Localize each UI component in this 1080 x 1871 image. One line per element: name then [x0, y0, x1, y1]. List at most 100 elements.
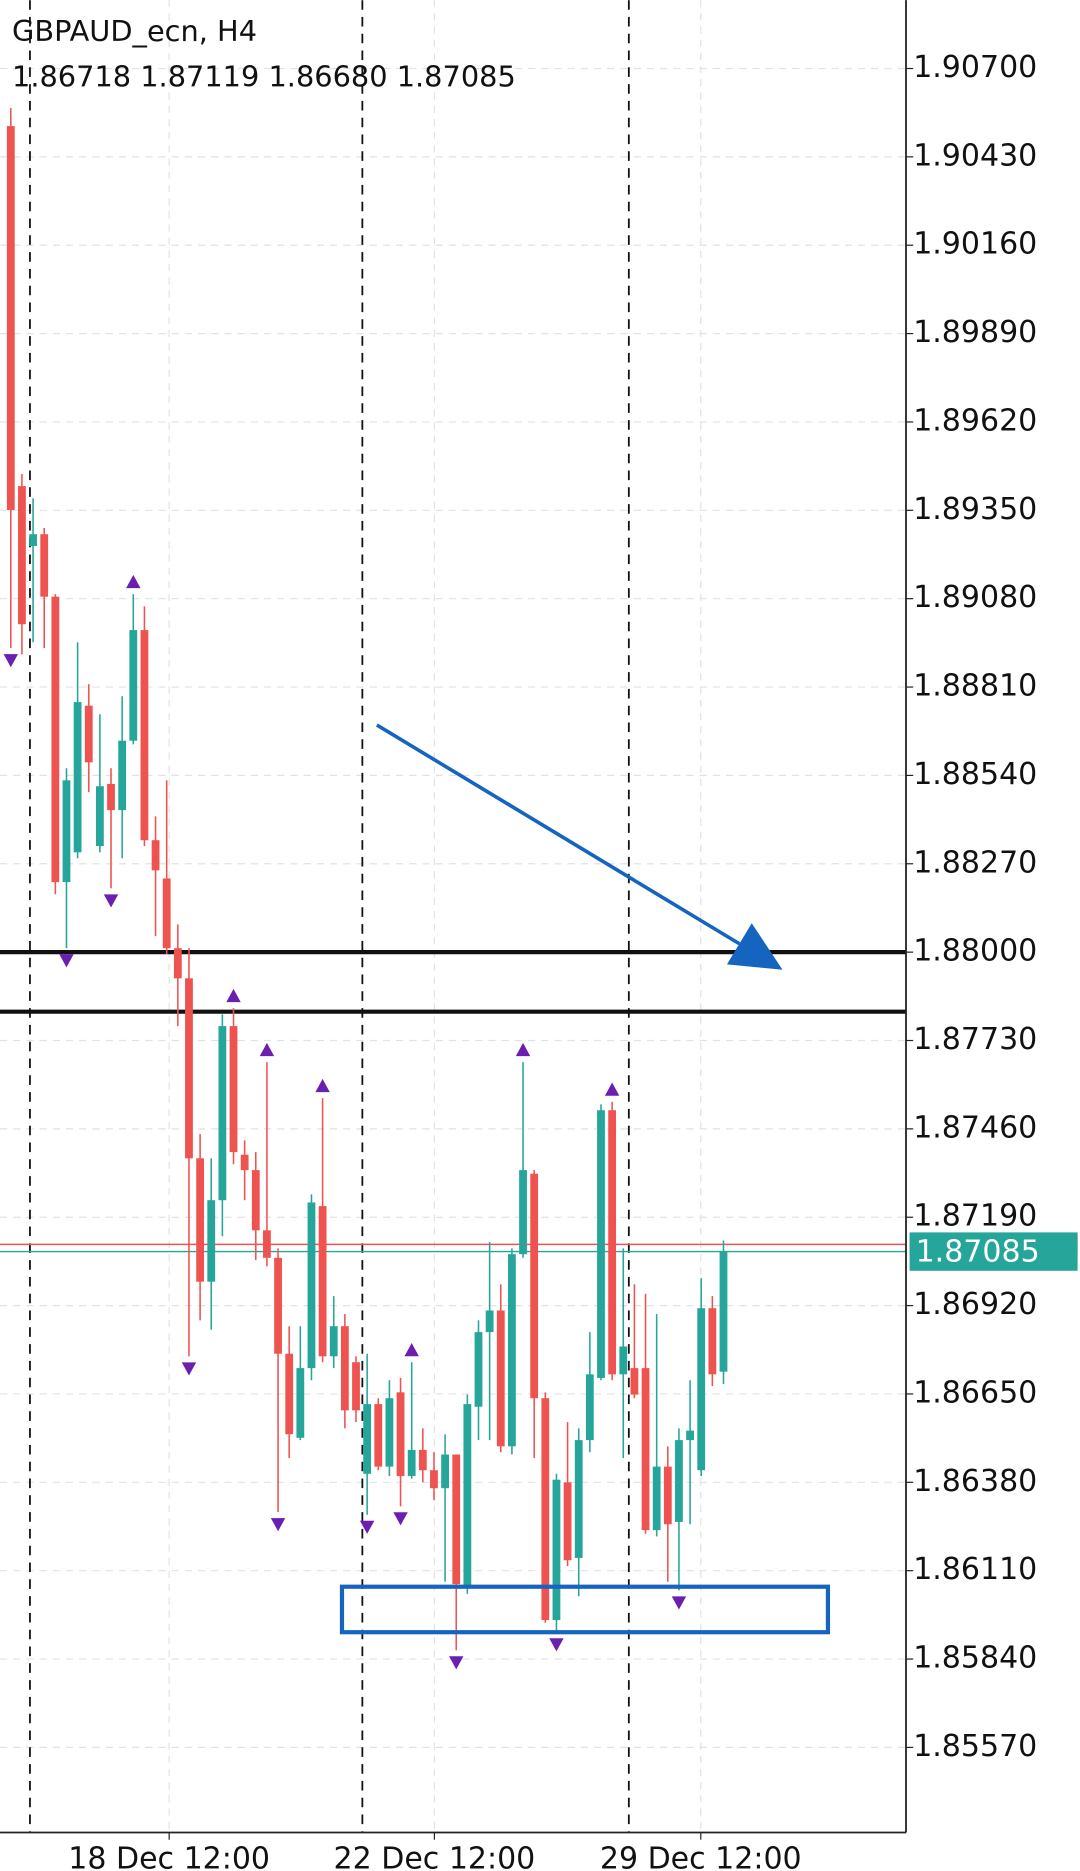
fractal-up: [126, 574, 141, 589]
fractal-down: [393, 1512, 408, 1526]
candle-body: [585, 1374, 594, 1441]
candle-body: [430, 1470, 438, 1489]
candle-body: [697, 1308, 706, 1471]
fractal-down: [449, 1656, 464, 1670]
candle-body: [708, 1308, 717, 1375]
candle-body: [307, 1202, 316, 1369]
y-tick-label: 1.87730: [913, 1022, 1037, 1057]
y-tick-label: 1.86110: [913, 1552, 1037, 1587]
ohlc-readout: 1.86718 1.87119 1.86680 1.87085: [12, 60, 516, 94]
y-tick-label: 1.89620: [913, 403, 1037, 438]
candle-body: [508, 1254, 516, 1447]
candle-body: [162, 878, 171, 949]
y-tick-label: 1.88000: [913, 934, 1037, 969]
candle-body: [196, 1158, 205, 1282]
candle-body: [263, 1230, 271, 1258]
candle-body: [563, 1482, 572, 1561]
last-price-tag: [909, 1232, 1078, 1271]
y-tick-label: 1.89890: [913, 315, 1037, 350]
fractal-down: [103, 894, 119, 908]
candle-body: [686, 1430, 694, 1441]
candle-body: [474, 1332, 483, 1407]
candle-body: [29, 534, 37, 546]
candle-body: [140, 630, 149, 841]
fractal-down: [671, 1596, 687, 1610]
candle-body: [173, 948, 182, 979]
candle-body: [84, 705, 93, 763]
candle-body: [107, 783, 115, 811]
candle-body: [6, 126, 15, 510]
fractal-up: [226, 988, 241, 1003]
candle-body: [418, 1449, 427, 1471]
fractal-up: [515, 1042, 531, 1057]
candle-body: [385, 1398, 394, 1467]
candle-body: [363, 1404, 372, 1474]
candle-body: [485, 1310, 494, 1333]
fractal-up: [315, 1078, 330, 1093]
candle-body: [452, 1454, 461, 1585]
candle-body: [641, 1368, 650, 1531]
candle-body: [274, 1257, 282, 1354]
candle-body: [240, 1154, 249, 1171]
fractal-down: [181, 1362, 197, 1376]
y-tick-label: 1.89080: [913, 580, 1037, 615]
candle-body: [218, 1026, 227, 1201]
fractal-down: [270, 1518, 286, 1532]
candle-body: [407, 1449, 416, 1477]
candle-body: [285, 1353, 294, 1435]
candle-body: [541, 1398, 550, 1621]
candle-body: [73, 702, 82, 853]
candle-body: [597, 1110, 605, 1378]
chart-title: GBPAUD_ecn, H4: [12, 14, 257, 48]
candle-body: [608, 1110, 617, 1375]
candle-body: [40, 534, 49, 597]
trend-arrow: [375, 723, 741, 946]
candle-body: [574, 1440, 583, 1558]
candle-body: [374, 1404, 383, 1467]
y-tick-label: 1.88540: [913, 757, 1037, 792]
x-tick-label: 18 Dec 12:00: [68, 1842, 270, 1871]
y-tick-label: 1.87460: [913, 1110, 1037, 1145]
fractal-down: [3, 654, 19, 668]
candle-body: [229, 1026, 238, 1153]
candle-body: [251, 1170, 260, 1231]
y-tick-label: 1.85840: [913, 1641, 1037, 1676]
fractal-down: [359, 1520, 375, 1534]
x-tick-label: 22 Dec 12:00: [334, 1842, 536, 1871]
candle-body: [340, 1326, 349, 1411]
y-tick-label: 1.90160: [913, 227, 1037, 262]
candle-body: [519, 1170, 527, 1255]
candle-body: [441, 1454, 449, 1489]
candle-body: [118, 740, 127, 811]
candle-body: [318, 1206, 327, 1357]
candle-body: [463, 1404, 472, 1587]
y-tick-label: 1.90700: [913, 50, 1037, 85]
fractal-up: [604, 1082, 620, 1096]
candle-body: [652, 1466, 661, 1531]
fractal-up: [259, 1042, 275, 1057]
axis-labels: 1.90700 1.90430 1.90160 1.89890 1.89620 1.893…: [68, 50, 1078, 1871]
candle-body: [129, 630, 138, 741]
last-price-label: 1.87085: [916, 1234, 1040, 1269]
arrow-head: [726, 923, 783, 970]
y-tick-label: 1.88810: [913, 669, 1037, 704]
x-tick-label: 29 Dec 12:00: [600, 1842, 802, 1871]
fractal-down: [59, 954, 74, 968]
candle-body: [62, 780, 71, 883]
y-tick-label: 1.86650: [913, 1375, 1037, 1410]
candle-body: [185, 978, 193, 1159]
support-box: [339, 1584, 831, 1635]
candle-body: [530, 1173, 539, 1399]
candle-body: [496, 1310, 505, 1447]
y-tick-label: 1.86920: [913, 1287, 1037, 1322]
candle-body: [207, 1200, 216, 1282]
y-tick-label: 1.87190: [913, 1199, 1037, 1234]
y-tick-label: 1.89350: [913, 492, 1037, 527]
y-tick-label: 1.90430: [913, 138, 1037, 173]
candle-body: [296, 1368, 305, 1438]
y-tick-label: 1.85570: [913, 1729, 1037, 1764]
candle-body: [663, 1466, 672, 1525]
candle-body: [18, 486, 26, 625]
